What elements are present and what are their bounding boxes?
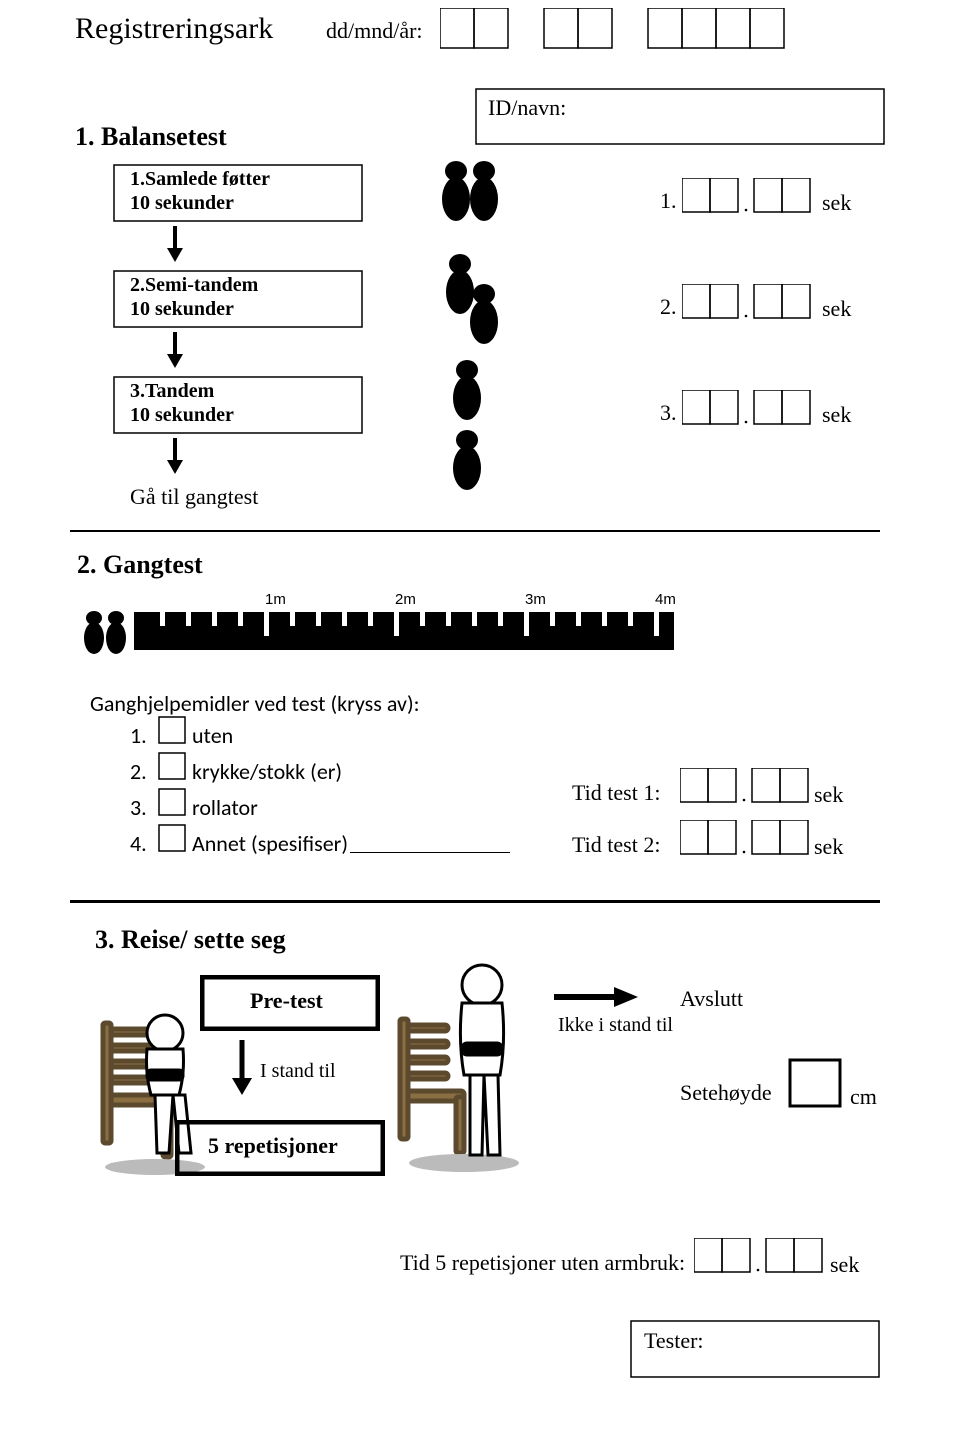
balance-item2-line1: 2.Semi-tandem bbox=[130, 274, 258, 297]
tid-test2-boxes[interactable] bbox=[680, 820, 830, 856]
aid-checkbox-2[interactable] bbox=[158, 752, 188, 782]
aids-title: Ganghjelpemidler ved test (kryss av): bbox=[90, 690, 420, 717]
tid5-label: Tid 5 repetisjoner uten armbruk: bbox=[400, 1250, 685, 1276]
right-arrow-icon bbox=[554, 984, 644, 1010]
setehoyde-label: Setehøyde bbox=[680, 1080, 772, 1106]
footprints-tandem-icon bbox=[442, 356, 492, 506]
down-arrow-icon bbox=[165, 438, 185, 478]
section2-title: 2. Gangtest bbox=[77, 550, 203, 580]
balance-time-boxes-2[interactable] bbox=[682, 284, 832, 320]
date-boxes[interactable] bbox=[440, 8, 850, 52]
balance-unit-1: sek bbox=[822, 190, 851, 216]
aid-label-2: krykke/stokk (er) bbox=[192, 758, 342, 785]
tester-label: Tester: bbox=[644, 1328, 704, 1354]
section1-title: 1. Balansetest bbox=[75, 122, 227, 152]
aid-checkbox-3[interactable] bbox=[158, 788, 188, 818]
avslutt-label: Avslutt bbox=[680, 986, 743, 1012]
aid-label-1: uten bbox=[192, 722, 233, 749]
down-arrow-icon bbox=[165, 332, 185, 372]
aid-checkbox-4[interactable] bbox=[158, 824, 188, 854]
gait-ruler: 1m 2m 3m 4m bbox=[70, 590, 710, 670]
balance-num-1: 1. bbox=[660, 188, 677, 214]
divider bbox=[70, 530, 880, 532]
pretest-label: Pre-test bbox=[250, 988, 323, 1014]
tid-test2-label: Tid test 2: bbox=[572, 832, 660, 858]
standing-figure-icon bbox=[386, 955, 536, 1185]
i-stand-label: I stand til bbox=[260, 1060, 336, 1083]
page-title: Registreringsark bbox=[75, 12, 273, 46]
aid-num-4: 4. bbox=[130, 830, 147, 857]
balance-num-2: 2. bbox=[660, 294, 677, 320]
date-label: dd/mnd/år: bbox=[326, 18, 423, 44]
down-arrow-icon bbox=[165, 226, 185, 266]
tid-test1-boxes[interactable] bbox=[680, 768, 830, 804]
aid-specify-line[interactable] bbox=[350, 852, 510, 853]
aid-num-2: 2. bbox=[130, 758, 147, 785]
tid5-boxes[interactable] bbox=[694, 1238, 844, 1274]
setehoyde-unit: cm bbox=[850, 1084, 877, 1110]
svg-text:2m: 2m bbox=[395, 591, 416, 608]
aid-label-4: Annet (spesifiser) bbox=[192, 830, 348, 857]
aid-checkbox-1[interactable] bbox=[158, 716, 188, 746]
aid-label-3: rollator bbox=[192, 794, 258, 821]
svg-text:1m: 1m bbox=[265, 591, 286, 608]
footprints-side-icon bbox=[430, 155, 510, 235]
ikke-stand-label: Ikke i stand til bbox=[558, 1014, 673, 1037]
balance-time-boxes-3[interactable] bbox=[682, 390, 832, 426]
setehoyde-box[interactable] bbox=[788, 1058, 842, 1108]
tid-test1-unit: sek bbox=[814, 782, 843, 808]
balance-item1-line1: 1.Samlede føtter bbox=[130, 168, 270, 191]
tid-test1-label: Tid test 1: bbox=[572, 780, 660, 806]
tid-test2-unit: sek bbox=[814, 834, 843, 860]
footprints-semitandem-icon bbox=[430, 250, 510, 355]
balance-unit-2: sek bbox=[822, 296, 851, 322]
down-arrow-icon bbox=[230, 1040, 254, 1100]
balance-item1-line2: 10 sekunder bbox=[130, 192, 234, 215]
section3-title: 3. Reise/ sette seg bbox=[95, 925, 286, 955]
tid5-unit: sek bbox=[830, 1252, 859, 1278]
aid-num-1: 1. bbox=[130, 722, 147, 749]
svg-text:3m: 3m bbox=[525, 591, 546, 608]
aid-num-3: 3. bbox=[130, 794, 147, 821]
balance-num-3: 3. bbox=[660, 400, 677, 426]
reps-label: 5 repetisjoner bbox=[208, 1133, 338, 1159]
balance-unit-3: sek bbox=[822, 402, 851, 428]
balance-item3-line1: 3.Tandem bbox=[130, 380, 214, 403]
svg-text:4m: 4m bbox=[655, 591, 676, 608]
goto-gangtest: Gå til gangtest bbox=[130, 484, 258, 510]
divider bbox=[70, 900, 880, 903]
id-label: ID/navn: bbox=[488, 95, 566, 121]
balance-item3-line2: 10 sekunder bbox=[130, 404, 234, 427]
balance-time-boxes-1[interactable] bbox=[682, 178, 832, 214]
balance-item2-line2: 10 sekunder bbox=[130, 298, 234, 321]
